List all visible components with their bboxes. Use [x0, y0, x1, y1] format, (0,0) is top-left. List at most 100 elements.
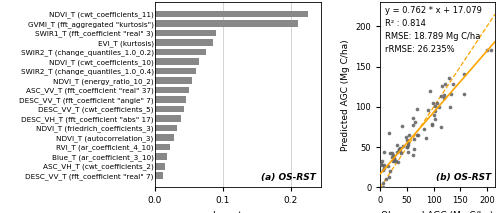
Point [388, 153, 396, 156]
Bar [155, 153, 167, 160]
Bar [155, 163, 165, 170]
Point [378, 163, 386, 166]
Bar [155, 172, 163, 179]
Point [380, 150, 388, 154]
Point [410, 137, 418, 141]
X-axis label: Importance: Importance [212, 211, 264, 213]
Point [379, 181, 387, 184]
Point [409, 116, 417, 120]
Text: (b) OS-RST: (b) OS-RST [436, 173, 492, 182]
Point [433, 101, 441, 105]
Point [431, 117, 439, 120]
Point [440, 93, 448, 96]
Point [403, 139, 411, 142]
Bar [155, 11, 308, 17]
Point [431, 105, 439, 108]
Point [411, 121, 419, 124]
Point [396, 146, 404, 150]
Bar [155, 20, 298, 27]
Point [379, 186, 387, 189]
Point [388, 151, 396, 154]
Point [430, 113, 438, 116]
Point [389, 160, 397, 163]
Point [394, 161, 402, 164]
Bar [155, 106, 184, 112]
Text: y = 0.762 * x + 17.079
R² : 0.814
RMSE: 18.789 Mg C/ha
rRMSE: 26.235%: y = 0.762 * x + 17.079 R² : 0.814 RMSE: … [385, 6, 482, 55]
Bar [155, 125, 178, 131]
Point [395, 149, 403, 152]
Point [377, 162, 385, 166]
Point [378, 159, 386, 163]
Point [410, 123, 418, 126]
Point [446, 106, 454, 109]
Point [414, 134, 422, 137]
Point [410, 153, 418, 156]
Point [380, 167, 388, 170]
Point [388, 156, 396, 159]
Point [437, 95, 445, 98]
Point [448, 93, 456, 96]
Point [404, 145, 411, 148]
Point [483, 48, 491, 52]
Point [390, 159, 398, 163]
Point [429, 101, 437, 105]
Point [428, 123, 436, 126]
Point [384, 165, 392, 168]
Point [382, 177, 390, 181]
Bar [155, 68, 196, 74]
Bar [155, 96, 186, 103]
Y-axis label: Predicted AGC (Mg C/ha): Predicted AGC (Mg C/ha) [341, 39, 350, 151]
Point [393, 144, 401, 147]
Bar [155, 30, 216, 36]
Point [422, 137, 430, 140]
Point [404, 143, 412, 147]
Point [414, 133, 422, 137]
X-axis label: Observed AGC (Mg C/ha): Observed AGC (Mg C/ha) [382, 211, 494, 213]
Point [413, 107, 421, 111]
Bar [155, 87, 189, 94]
Point [392, 159, 400, 162]
Point [460, 72, 468, 75]
Point [386, 151, 394, 155]
Point [380, 163, 388, 167]
Point [390, 157, 398, 161]
Point [426, 89, 434, 93]
Point [420, 128, 428, 131]
Point [396, 150, 404, 153]
Point [428, 122, 436, 125]
Point [386, 176, 394, 179]
Point [437, 125, 445, 129]
Bar [155, 58, 199, 65]
Point [385, 131, 393, 134]
Bar [155, 39, 212, 46]
Point [441, 83, 449, 86]
Point [438, 84, 446, 87]
Point [405, 133, 413, 137]
Point [404, 145, 411, 148]
Point [460, 92, 468, 96]
Bar [155, 134, 174, 141]
Point [424, 108, 432, 111]
Point [398, 124, 406, 127]
Point [386, 170, 394, 173]
Point [435, 105, 443, 109]
Point [404, 150, 412, 154]
Point [440, 97, 448, 100]
Point [404, 141, 412, 145]
Bar [155, 144, 170, 151]
Point [486, 48, 494, 51]
Point [410, 148, 418, 151]
Point [397, 151, 405, 155]
Bar [155, 49, 206, 55]
Point [449, 82, 457, 86]
Point [431, 109, 439, 112]
Bar [155, 77, 192, 84]
Bar [155, 115, 181, 122]
Point [379, 168, 387, 172]
Point [402, 135, 410, 138]
Point [393, 151, 401, 154]
Point [399, 145, 407, 148]
Point [445, 76, 453, 80]
Text: (a) OS-RST: (a) OS-RST [262, 173, 316, 182]
Point [394, 147, 402, 151]
